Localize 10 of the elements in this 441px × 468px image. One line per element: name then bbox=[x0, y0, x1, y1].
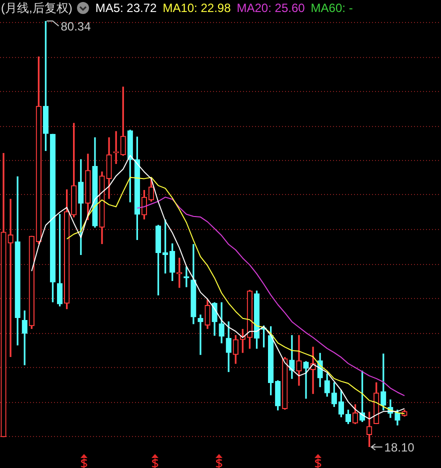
chart-title: (月线,后复权) bbox=[1, 0, 72, 16]
annotation: 18.10 bbox=[384, 440, 415, 454]
text: MA20: 25.60 bbox=[236, 1, 305, 15]
candlestick bbox=[303, 361, 309, 399]
legend-label: MA60: - bbox=[310, 1, 353, 15]
candlestick bbox=[8, 198, 14, 357]
text: MA10: 22.98 bbox=[162, 1, 231, 15]
text: MA5: 23.72 bbox=[95, 1, 157, 15]
candlestick bbox=[198, 314, 204, 355]
annotation: 80.34 bbox=[60, 19, 92, 34]
